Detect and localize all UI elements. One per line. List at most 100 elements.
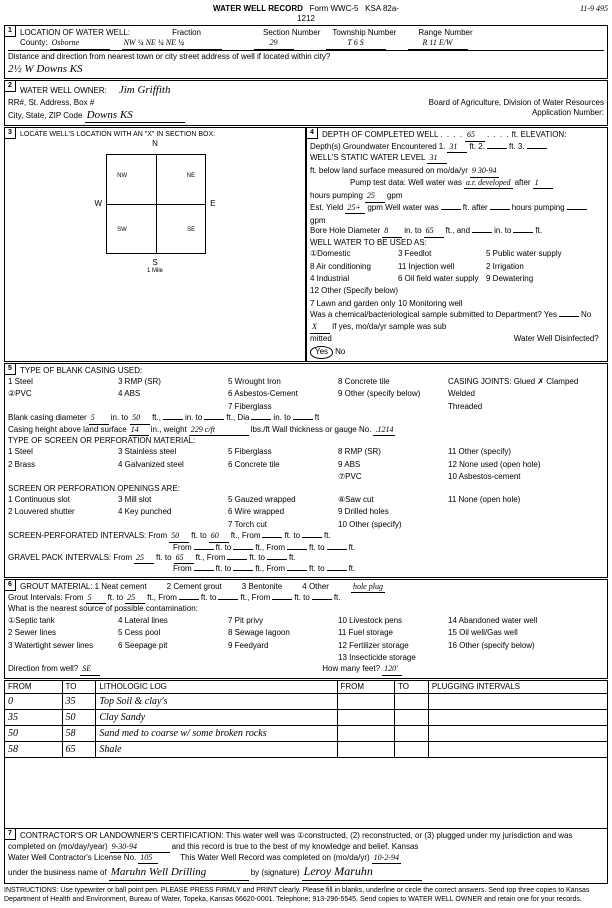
option-item[interactable] — [448, 520, 558, 530]
option-item[interactable]: 14 Abandoned water well — [448, 616, 558, 626]
est-gpm2[interactable] — [567, 209, 587, 210]
owner-name[interactable]: Jim Griffith — [119, 83, 171, 97]
est-value[interactable]: 25+ — [345, 203, 365, 214]
option-item[interactable]: 10 Livestock pens — [338, 616, 448, 626]
option-item[interactable]: 7 Pit privy — [228, 616, 338, 626]
option-item[interactable] — [228, 653, 338, 663]
chem-no-value[interactable]: X — [310, 322, 330, 333]
howmany-value[interactable]: 120' — [382, 664, 402, 675]
option-item[interactable]: Welded — [448, 389, 558, 399]
gravel2-from2[interactable] — [287, 570, 307, 571]
option-item[interactable]: 5 Cess pool — [118, 628, 228, 638]
rec-date[interactable]: 10-2-94 — [372, 853, 401, 864]
grout-int-from3[interactable] — [272, 599, 292, 600]
option-item[interactable] — [8, 520, 118, 530]
section-value[interactable]: 29 — [254, 38, 294, 49]
grout-int-from[interactable]: 5 — [86, 593, 106, 604]
option-item[interactable]: ⑧Saw cut — [338, 495, 448, 505]
option-item[interactable]: 2 Louvered shutter — [8, 507, 118, 517]
static-value[interactable]: 31 — [427, 153, 447, 164]
blank-dia2[interactable] — [163, 419, 183, 420]
option-item[interactable]: 11 None (open hole) — [448, 495, 558, 505]
option-item[interactable]: 3 RMP (SR) — [118, 377, 228, 387]
static-date[interactable]: 9 30-94 — [470, 166, 499, 177]
option-item[interactable]: 10 Asbestos-cement — [448, 472, 558, 482]
grout-int-to[interactable]: 25 — [125, 593, 145, 604]
blank-to3[interactable] — [293, 419, 313, 420]
grout-int-to3[interactable] — [312, 599, 332, 600]
option-item[interactable] — [448, 653, 558, 663]
option-item[interactable]: 5 Gauzed wrapped — [228, 495, 338, 505]
option-item[interactable]: 4 Key punched — [118, 507, 228, 517]
lic-value[interactable]: 105 — [138, 853, 158, 864]
perf-to2[interactable] — [302, 537, 322, 538]
option-item[interactable]: 6 Oil field water supply — [398, 274, 486, 284]
blank-to2[interactable] — [204, 419, 224, 420]
option-item[interactable] — [118, 653, 228, 663]
gravel-from[interactable]: 25 — [134, 553, 154, 564]
option-item[interactable] — [486, 286, 574, 296]
gw2-value[interactable] — [487, 148, 507, 149]
option-item[interactable]: 6 Seepage pit — [118, 641, 228, 651]
perf-from[interactable]: 50 — [169, 531, 189, 542]
perf2-from2[interactable] — [287, 549, 307, 550]
disinf-no[interactable]: No — [335, 347, 345, 357]
range-value[interactable]: R 11 E/W — [408, 38, 468, 49]
option-item[interactable]: 6 Concrete tile — [228, 460, 338, 470]
option-item[interactable] — [486, 299, 574, 309]
sig-value[interactable]: Leroy Maruhn — [302, 864, 422, 881]
pump-hours[interactable]: 1 — [533, 178, 553, 189]
option-item[interactable]: 3 Watertight sewer lines — [8, 641, 118, 651]
option-item[interactable]: 9 Dewatering — [486, 274, 574, 284]
option-item[interactable]: 11 Other (specify) — [448, 447, 558, 457]
grout-option[interactable]: 1 Neat cement — [95, 582, 147, 591]
option-item[interactable]: 15 Oil well/Gas well — [448, 628, 558, 638]
option-item[interactable]: 4 Industrial — [310, 274, 398, 284]
option-item[interactable]: 4 Galvanized steel — [118, 460, 228, 470]
option-item[interactable] — [398, 286, 486, 296]
gw3-value[interactable] — [527, 148, 547, 149]
option-item[interactable] — [118, 402, 228, 412]
option-item[interactable] — [8, 402, 118, 412]
option-item[interactable]: 12 Other (Specify below) — [310, 286, 398, 296]
option-item[interactable]: CASING JOINTS: Glued ✗ Clamped — [448, 377, 578, 387]
option-item[interactable]: 10 Other (specify) — [338, 520, 448, 530]
option-item[interactable]: 1 Steel — [8, 447, 118, 457]
height-value[interactable]: 14 — [129, 425, 149, 436]
option-item[interactable]: 2 Sewer lines — [8, 628, 118, 638]
option-item[interactable] — [448, 507, 558, 517]
option-item[interactable]: 4 Lateral lines — [118, 616, 228, 626]
option-item[interactable]: 8 Sewage lagoon — [228, 628, 338, 638]
dir-value[interactable]: SE — [80, 664, 100, 675]
option-item[interactable]: 2 Irrigation — [486, 262, 574, 272]
perf2-to2[interactable] — [327, 549, 347, 550]
option-item[interactable]: 3 Stainless steel — [118, 447, 228, 457]
option-item[interactable]: 1 Steel — [8, 377, 118, 387]
option-item[interactable] — [338, 402, 448, 412]
option-item[interactable] — [228, 472, 338, 482]
option-item[interactable]: 12 None used (open hole) — [448, 460, 558, 470]
blank-dia3[interactable] — [251, 419, 271, 420]
perf-from2[interactable] — [262, 537, 282, 538]
option-item[interactable]: 8 RMP (SR) — [338, 447, 448, 457]
option-item[interactable] — [118, 520, 228, 530]
disinf-yes[interactable]: Yes — [310, 346, 333, 358]
blank-to[interactable]: 50 — [130, 413, 150, 424]
depth-value[interactable]: 65 — [465, 130, 485, 141]
option-item[interactable]: 7 Lawn and garden only — [310, 299, 398, 309]
gravel2-from[interactable] — [194, 570, 214, 571]
completed-value[interactable]: 9-30-94 — [110, 842, 170, 853]
grout-int-to2[interactable] — [218, 599, 238, 600]
option-item[interactable]: 8 Air conditioning — [310, 262, 398, 272]
gravel-to[interactable]: 65 — [174, 553, 194, 564]
bore-value2[interactable] — [472, 232, 492, 233]
perf2-from[interactable] — [194, 549, 214, 550]
gauge-value[interactable]: .1214 — [373, 425, 395, 436]
option-item[interactable]: Threaded — [448, 402, 558, 412]
option-item[interactable]: 11 Injection well — [398, 262, 486, 272]
option-item[interactable]: 11 Fuel storage — [338, 628, 448, 638]
option-item[interactable] — [118, 472, 228, 482]
option-item[interactable]: 2 Brass — [8, 460, 118, 470]
grout-option[interactable]: 2 Cement grout — [167, 582, 222, 591]
option-item[interactable]: 6 Asbestos-Cement — [228, 389, 338, 399]
